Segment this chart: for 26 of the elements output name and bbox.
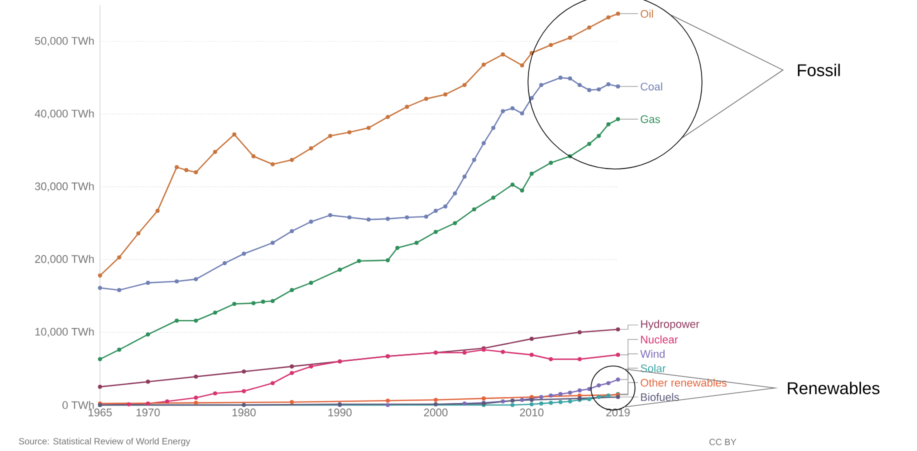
y-tick-label: 0 TWh — [62, 400, 94, 410]
text: Fossil — [798, 64, 840, 76]
text: Wind — [640, 350, 665, 358]
y-tick-label: 30,000 TWh — [34, 182, 94, 192]
text: CC BY — [709, 438, 736, 446]
x-tick-label: 2010 — [520, 408, 544, 416]
y-tick-label: 40,000 TWh — [34, 109, 94, 119]
source-note: Source: Statistical Review of World Energy — [18, 438, 190, 446]
series-label: Coal — [640, 82, 662, 90]
x-tick-label: 2019 — [606, 408, 630, 416]
series-label: Hydropower — [641, 320, 700, 330]
series-label: Gas — [640, 115, 660, 124]
x-tick-label: 2000 — [424, 408, 448, 416]
series-label: Biofuels — [641, 392, 679, 402]
text: Solar — [640, 364, 666, 372]
x-tick-label: 1980 — [232, 408, 256, 416]
x-tick-label: 1970 — [136, 408, 160, 416]
y-tick-label: 10,000 TWh — [35, 328, 94, 337]
text: Renewables — [788, 382, 880, 394]
text: Other renewables — [640, 378, 727, 387]
x-tick-label: 1965 — [88, 408, 112, 416]
y-tick-label: 20,000 TWh — [35, 254, 94, 264]
series-label: Oil — [640, 10, 653, 18]
text: Nuclear — [641, 335, 678, 344]
y-tick-label: 50,000 TWh — [34, 36, 94, 46]
x-tick-label: 1990 — [328, 408, 352, 416]
